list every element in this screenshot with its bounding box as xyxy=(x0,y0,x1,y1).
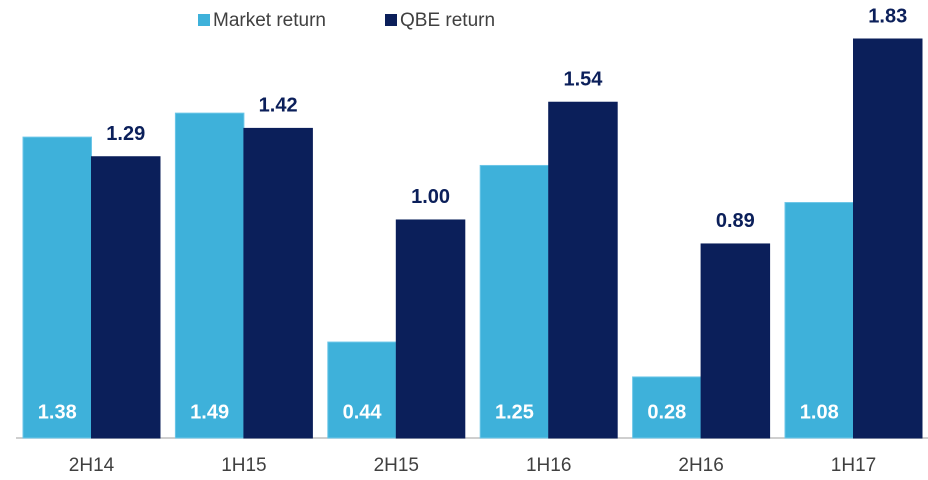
value-label: 1.29 xyxy=(106,123,145,145)
x-tick-label: 1H16 xyxy=(526,455,571,476)
bar xyxy=(853,38,923,439)
value-label: 1.08 xyxy=(800,401,839,423)
value-label: 0.44 xyxy=(343,401,383,423)
legend-label: QBE return xyxy=(400,10,495,31)
x-tick-label: 1H17 xyxy=(831,455,876,476)
value-label: 1.00 xyxy=(411,186,450,208)
bar xyxy=(327,341,397,439)
x-tick-label: 2H15 xyxy=(374,455,419,476)
bar xyxy=(395,219,466,439)
legend-swatch xyxy=(198,14,210,26)
value-label: 1.54 xyxy=(563,69,603,91)
value-label: 1.42 xyxy=(259,95,298,117)
x-tick-label: 2H16 xyxy=(678,455,723,476)
legend-label: Market return xyxy=(213,10,326,31)
legend-swatch xyxy=(385,14,397,26)
bar xyxy=(784,202,854,439)
x-tick-label: 1H15 xyxy=(221,455,266,476)
value-label: 1.49 xyxy=(190,401,229,423)
bar xyxy=(548,101,618,439)
value-label: 0.89 xyxy=(716,210,755,232)
bar xyxy=(243,127,313,439)
bar xyxy=(91,156,161,439)
value-label: 1.25 xyxy=(495,401,534,423)
value-label: 0.28 xyxy=(647,401,686,423)
bar xyxy=(174,112,245,439)
value-label: 1.38 xyxy=(38,401,77,423)
bar xyxy=(479,164,550,439)
bar xyxy=(22,136,92,439)
value-label: 1.83 xyxy=(868,5,907,27)
x-tick-label: 2H14 xyxy=(69,455,115,476)
bar xyxy=(700,243,771,439)
